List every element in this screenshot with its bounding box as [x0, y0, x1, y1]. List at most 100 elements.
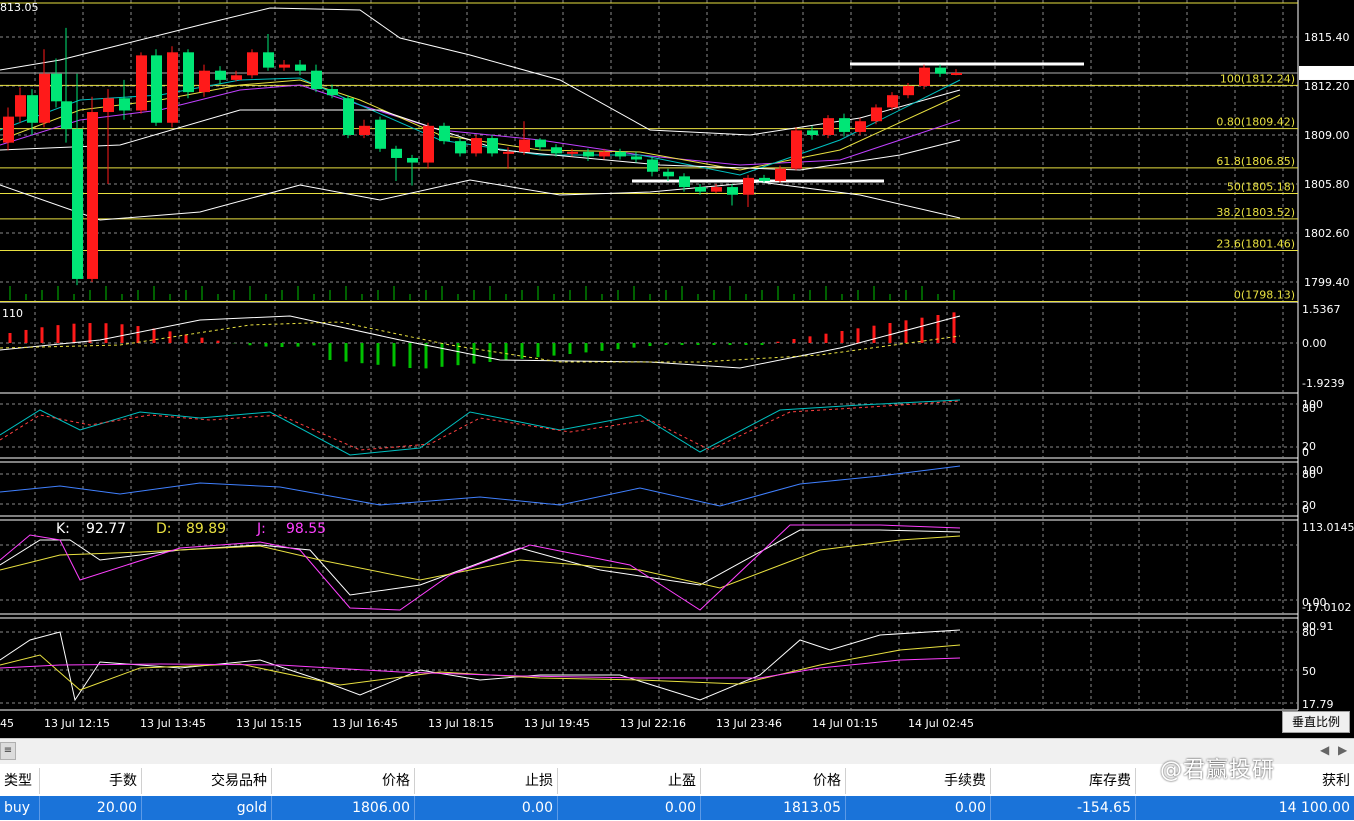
candle-body [855, 121, 866, 132]
candle-body [72, 128, 83, 279]
candle-body [215, 70, 226, 80]
candle-body [391, 148, 402, 158]
scroll-left-icon[interactable]: ◀ [1320, 743, 1330, 757]
time-axis-label: 14 Jul 02:45 [908, 717, 974, 730]
candle-body [919, 67, 930, 86]
candle-body [455, 141, 466, 154]
kdj-d-label: D: [156, 521, 172, 537]
candle-body [151, 55, 162, 123]
cell-open-price: 1806.00 [272, 796, 415, 820]
kdj-k [0, 529, 961, 596]
osc-tick-label: 80 [1302, 626, 1316, 639]
candle-body [39, 73, 50, 123]
stoch-main [0, 399, 961, 456]
candle-body [935, 67, 946, 74]
time-axis-label: 13 Jul 12:15 [44, 717, 110, 730]
candle-body [647, 159, 658, 172]
candle-body [823, 118, 834, 135]
price-tick-label: 1815.40 [1304, 31, 1350, 44]
watermark: @君赢投研 [1160, 758, 1276, 783]
trade-terminal: 类型 手数 交易品种 价格 止损 止盈 价格 手续费 库存费 获利 buy 20… [0, 764, 1354, 821]
kdj-j-label: J: [256, 521, 266, 537]
candle-body [679, 176, 690, 188]
price-tick-label: 1809.00 [1304, 129, 1350, 142]
cell-type: buy [0, 796, 40, 820]
vertical-scale-button[interactable]: 垂直比例 [1282, 711, 1350, 733]
time-axis-label: 13 Jul 22:16 [620, 717, 686, 730]
fib-label: 0.80(1809.42) [1216, 116, 1295, 129]
col-header-commission[interactable]: 手续费 [846, 768, 991, 794]
chart-scrollbar[interactable]: ≡ ◀ ▶ [0, 738, 1354, 764]
current-price-label: 1813.05 [1302, 67, 1348, 80]
table-row[interactable]: buy 20.00 gold 1806.00 0.00 0.00 1813.05… [0, 796, 1354, 820]
fib-label: 0(1798.13) [1234, 288, 1295, 301]
cell-lots: 20.00 [40, 796, 142, 820]
fib-label: 50(1805.18) [1227, 180, 1295, 193]
ma-white [0, 109, 961, 171]
candle-body [407, 157, 418, 163]
candle-body [663, 171, 674, 177]
candle-body [359, 125, 370, 135]
col-header-lots[interactable]: 手数 [40, 768, 142, 794]
price-tick-label: 1805.80 [1304, 178, 1350, 191]
col-header-symbol[interactable]: 交易品种 [142, 768, 272, 794]
candle-body [247, 52, 258, 76]
kdj-d-value: 89.89 [186, 521, 226, 537]
col-header-sl[interactable]: 止损 [415, 768, 558, 794]
col-header-type[interactable]: 类型 [0, 768, 40, 794]
macd-signal [0, 321, 961, 363]
kdj-tick-label: 113.0145 [1302, 521, 1354, 534]
stoch-tick-label: 80 [1302, 402, 1316, 415]
osc-tick-label: 17.79 [1302, 698, 1334, 711]
fib-label: 61.8(1806.85) [1216, 155, 1295, 168]
candle-body [487, 138, 498, 154]
candle-body [311, 70, 322, 90]
fib-label: 23.6(1801.46) [1216, 237, 1295, 250]
price-tick-label: 1799.40 [1304, 276, 1350, 289]
macd-label: 110 [2, 307, 23, 320]
rsi-tick-label: 100 [1302, 464, 1323, 477]
scroll-thumb[interactable]: ≡ [0, 742, 16, 760]
macd-line [0, 315, 961, 369]
current-price-box [1299, 65, 1354, 80]
candle-body [439, 125, 450, 142]
candle-body [759, 177, 770, 181]
candle-body [535, 139, 546, 148]
osc-line-1 [0, 629, 961, 702]
cell-current-price: 1813.05 [701, 796, 846, 820]
osc-tick-label: 50 [1302, 665, 1316, 678]
col-header-tp[interactable]: 止盈 [558, 768, 701, 794]
stoch-signal [0, 400, 961, 451]
candle-body [87, 112, 98, 279]
col-header-profit[interactable]: 获利 [1322, 773, 1350, 789]
table-header: 类型 手数 交易品种 价格 止损 止盈 价格 手续费 库存费 获利 [0, 768, 1354, 794]
time-axis-label: 13 Jul 19:45 [524, 717, 590, 730]
scroll-right-icon[interactable]: ▶ [1338, 743, 1348, 757]
time-axis-label: 13 Jul 18:15 [428, 717, 494, 730]
candle-body [279, 64, 290, 68]
cell-commission: 0.00 [846, 796, 991, 820]
fib-label: 100(1812.24) [1220, 72, 1295, 85]
candle-body [711, 187, 722, 192]
price-chart[interactable]: 100(1812.24) 0.80(1809.42) 61.8(1806.85) 50… [0, 0, 1354, 738]
candle-body [295, 64, 306, 71]
stoch-tick-label: 100 [1302, 398, 1323, 411]
candle-body [871, 107, 882, 122]
fib-label: 38.2(1803.52) [1216, 206, 1295, 219]
candle-body [51, 73, 62, 102]
col-header-swap[interactable]: 库存费 [991, 768, 1136, 794]
candle-body [119, 98, 130, 111]
time-axis-label: 13 Jul 16:45 [332, 717, 398, 730]
col-header-current-price[interactable]: 价格 [701, 768, 846, 794]
cell-profit: 14 100.00 [1278, 800, 1350, 816]
time-axis-label: 13 Jul 15:15 [236, 717, 302, 730]
corner-price-label: 813.05 [0, 1, 39, 14]
candle-body [567, 151, 578, 154]
col-header-price[interactable]: 价格 [272, 768, 415, 794]
kdj-tick-label: -17.0102 [1302, 601, 1351, 614]
candle-body [727, 187, 738, 195]
kdj-j-value: 98.55 [286, 521, 326, 537]
time-axis-label: 14 Jul 01:15 [812, 717, 878, 730]
rsi-tick-label: 20 [1302, 499, 1316, 512]
stoch-tick-label: 20 [1302, 440, 1316, 453]
